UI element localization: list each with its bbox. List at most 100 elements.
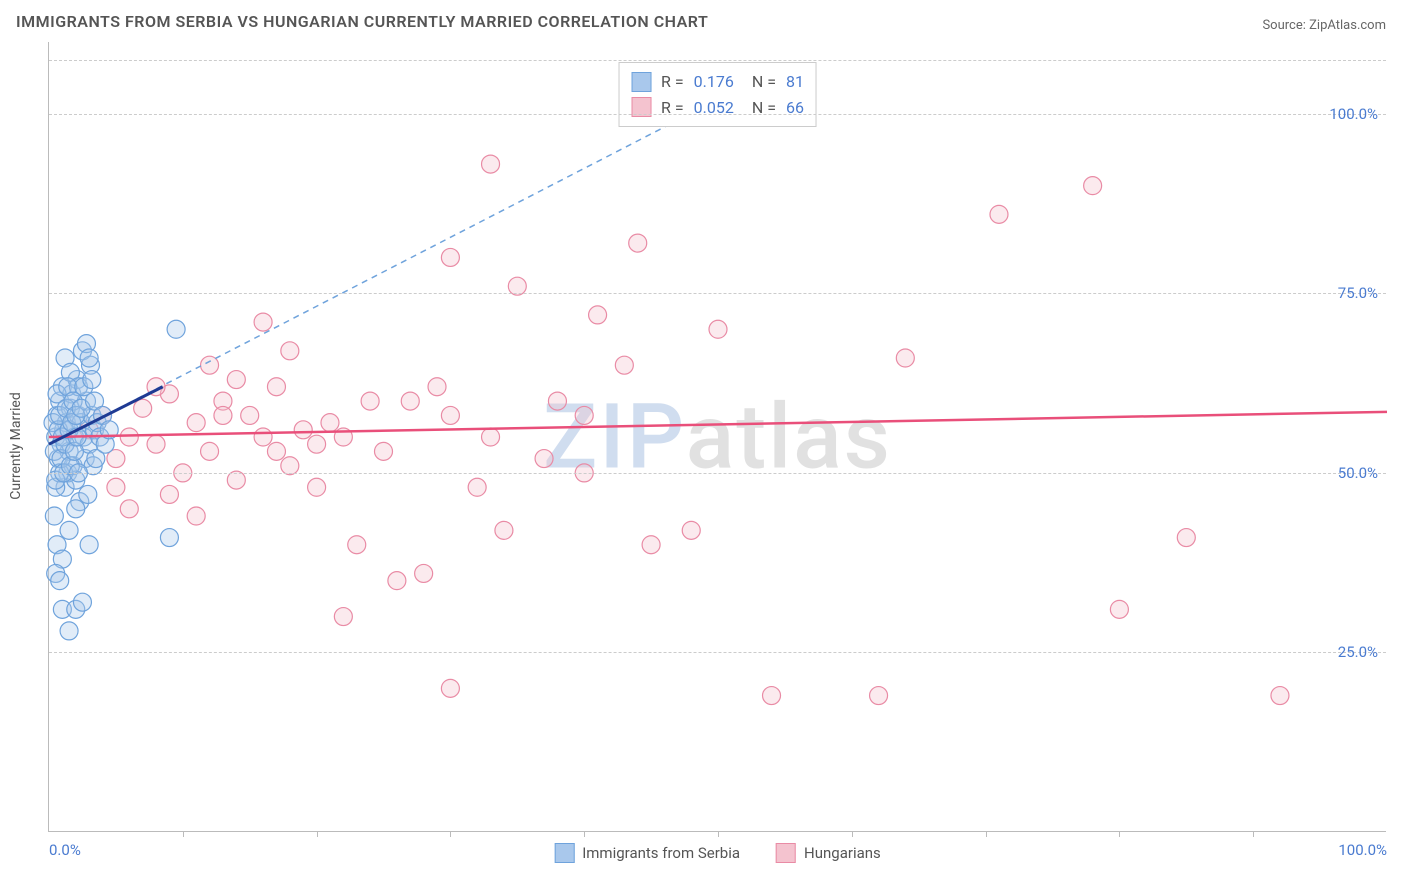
y-tick-label: 25.0% (1338, 643, 1378, 661)
chart-title: IMMIGRANTS FROM SERBIA VS HUNGARIAN CURR… (16, 12, 708, 31)
x-minor-tick (317, 831, 318, 837)
source-attribution: Source: ZipAtlas.com (1262, 18, 1386, 33)
data-point (294, 421, 312, 439)
data-point (120, 500, 138, 518)
data-point (441, 679, 459, 697)
y-tick-label: 75.0% (1338, 284, 1378, 302)
data-point (80, 536, 98, 554)
data-point (589, 306, 607, 324)
gridline (49, 114, 1386, 115)
x-minor-tick (584, 831, 585, 837)
data-point (60, 521, 78, 539)
data-point (45, 507, 63, 525)
x-minor-tick (1253, 831, 1254, 837)
n-label: N = (752, 69, 776, 95)
x-tick-label: 0.0% (49, 841, 81, 859)
data-point (629, 234, 647, 252)
data-point (80, 349, 98, 367)
data-point (308, 435, 326, 453)
stats-legend: R = 0.176 N = 81 R = 0.052 N = 66 (618, 62, 817, 127)
r-value-serbia: 0.176 (694, 69, 734, 95)
chart-svg (49, 42, 1386, 831)
data-point (241, 406, 259, 424)
data-point (120, 428, 138, 446)
data-point (214, 406, 232, 424)
data-point (267, 378, 285, 396)
x-minor-tick (852, 831, 853, 837)
stats-row-hungarians: R = 0.052 N = 66 (631, 95, 804, 121)
data-point (709, 320, 727, 338)
data-point (415, 564, 433, 582)
data-point (896, 349, 914, 367)
data-point (160, 485, 178, 503)
stats-row-serbia: R = 0.176 N = 81 (631, 69, 804, 95)
data-point (227, 371, 245, 389)
data-point (254, 428, 272, 446)
swatch-hungarians (776, 843, 796, 863)
data-point (575, 406, 593, 424)
data-point (201, 442, 219, 460)
data-point (160, 529, 178, 547)
y-tick-label: 50.0% (1338, 464, 1378, 482)
r-label: R = (661, 95, 684, 121)
swatch-serbia (554, 843, 574, 863)
y-tick-label: 100.0% (1329, 105, 1378, 123)
data-point (441, 406, 459, 424)
data-point (254, 313, 272, 331)
data-point (79, 485, 97, 503)
data-point (375, 442, 393, 460)
x-minor-tick (718, 831, 719, 837)
data-point (187, 507, 205, 525)
source-name: ZipAtlas.com (1309, 18, 1386, 33)
data-point (535, 450, 553, 468)
data-point (870, 687, 888, 705)
legend-item-hungarians: Hungarians (776, 843, 881, 863)
series-legend: Immigrants from Serbia Hungarians (554, 843, 881, 863)
swatch-serbia (631, 72, 651, 92)
data-point (495, 521, 513, 539)
y-axis-label: Currently Married (8, 392, 24, 499)
x-minor-tick (1119, 831, 1120, 837)
data-point (348, 536, 366, 554)
data-point (763, 687, 781, 705)
data-point (361, 392, 379, 410)
data-point (388, 572, 406, 590)
data-point (615, 356, 633, 374)
data-point (134, 399, 152, 417)
data-point (321, 414, 339, 432)
legend-label-serbia: Immigrants from Serbia (582, 844, 740, 862)
data-point (682, 521, 700, 539)
data-point (187, 414, 205, 432)
x-minor-tick (986, 831, 987, 837)
data-point (1084, 177, 1102, 195)
r-value-hungarians: 0.052 (694, 95, 734, 121)
data-point (1271, 687, 1289, 705)
data-point (147, 435, 165, 453)
r-label: R = (661, 69, 684, 95)
data-point (482, 155, 500, 173)
data-point (1110, 600, 1128, 618)
chart-plot-area: ZIPatlas R = 0.176 N = 81 R = 0.052 N = … (48, 42, 1386, 832)
legend-label-hungarians: Hungarians (804, 844, 881, 862)
n-label: N = (752, 95, 776, 121)
data-point (428, 378, 446, 396)
x-tick-label: 100.0% (1338, 841, 1387, 859)
data-point (73, 593, 91, 611)
data-point (83, 371, 101, 389)
data-point (401, 392, 419, 410)
data-point (334, 608, 352, 626)
data-point (642, 536, 660, 554)
data-point (441, 248, 459, 266)
data-point (308, 478, 326, 496)
n-value-serbia: 81 (786, 69, 804, 95)
gridline (49, 60, 1386, 61)
data-point (1177, 529, 1195, 547)
source-label: Source: (1262, 18, 1305, 33)
data-point (60, 622, 78, 640)
data-point (548, 392, 566, 410)
data-point (468, 478, 486, 496)
gridline (49, 473, 1386, 474)
x-minor-tick (183, 831, 184, 837)
gridline (49, 293, 1386, 294)
data-point (107, 478, 125, 496)
